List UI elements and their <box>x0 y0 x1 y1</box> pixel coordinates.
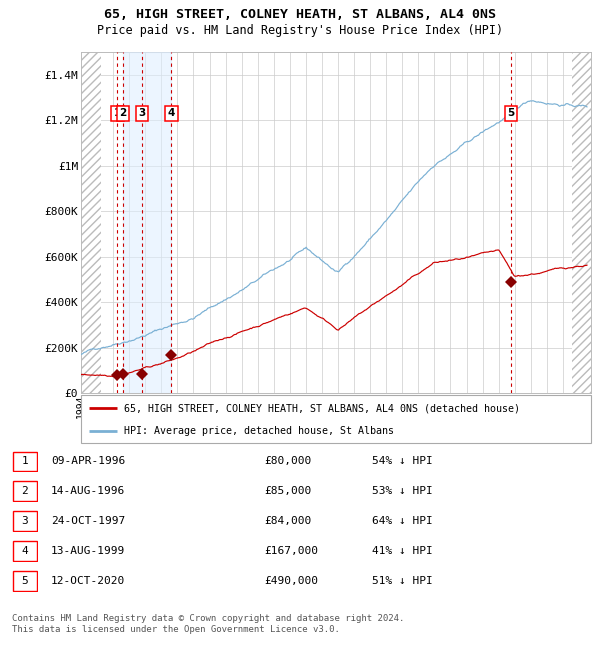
Text: 5: 5 <box>22 576 28 586</box>
Text: Price paid vs. HM Land Registry's House Price Index (HPI): Price paid vs. HM Land Registry's House … <box>97 24 503 37</box>
Text: 13-AUG-1999: 13-AUG-1999 <box>51 545 125 556</box>
Text: 65, HIGH STREET, COLNEY HEATH, ST ALBANS, AL4 0NS (detached house): 65, HIGH STREET, COLNEY HEATH, ST ALBANS… <box>124 403 520 413</box>
Text: £167,000: £167,000 <box>264 545 318 556</box>
Text: £85,000: £85,000 <box>264 486 311 496</box>
Text: 2: 2 <box>119 109 127 118</box>
Bar <box>81 52 101 393</box>
Text: £84,000: £84,000 <box>264 515 311 526</box>
Bar <box>81 52 101 393</box>
Text: 2: 2 <box>22 486 28 496</box>
Text: 53% ↓ HPI: 53% ↓ HPI <box>372 486 433 496</box>
Text: HPI: Average price, detached house, St Albans: HPI: Average price, detached house, St A… <box>124 426 394 436</box>
Bar <box>572 52 591 393</box>
Bar <box>572 52 591 393</box>
Text: 1: 1 <box>114 109 121 118</box>
Text: 4: 4 <box>22 546 28 556</box>
Text: 65, HIGH STREET, COLNEY HEATH, ST ALBANS, AL4 0NS: 65, HIGH STREET, COLNEY HEATH, ST ALBANS… <box>104 8 496 21</box>
Text: 3: 3 <box>139 109 146 118</box>
Text: 3: 3 <box>22 516 28 526</box>
Text: 51% ↓ HPI: 51% ↓ HPI <box>372 575 433 586</box>
Text: 12-OCT-2020: 12-OCT-2020 <box>51 575 125 586</box>
Text: Contains HM Land Registry data © Crown copyright and database right 2024.
This d: Contains HM Land Registry data © Crown c… <box>12 614 404 634</box>
Text: 4: 4 <box>167 109 175 118</box>
Text: £490,000: £490,000 <box>264 575 318 586</box>
Text: 41% ↓ HPI: 41% ↓ HPI <box>372 545 433 556</box>
Text: 24-OCT-1997: 24-OCT-1997 <box>51 515 125 526</box>
Text: 14-AUG-1996: 14-AUG-1996 <box>51 486 125 496</box>
Bar <box>123 52 171 393</box>
Text: 09-APR-1996: 09-APR-1996 <box>51 456 125 466</box>
Text: 5: 5 <box>508 109 515 118</box>
Text: 64% ↓ HPI: 64% ↓ HPI <box>372 515 433 526</box>
Text: 54% ↓ HPI: 54% ↓ HPI <box>372 456 433 466</box>
Text: 1: 1 <box>22 456 28 466</box>
Text: £80,000: £80,000 <box>264 456 311 466</box>
